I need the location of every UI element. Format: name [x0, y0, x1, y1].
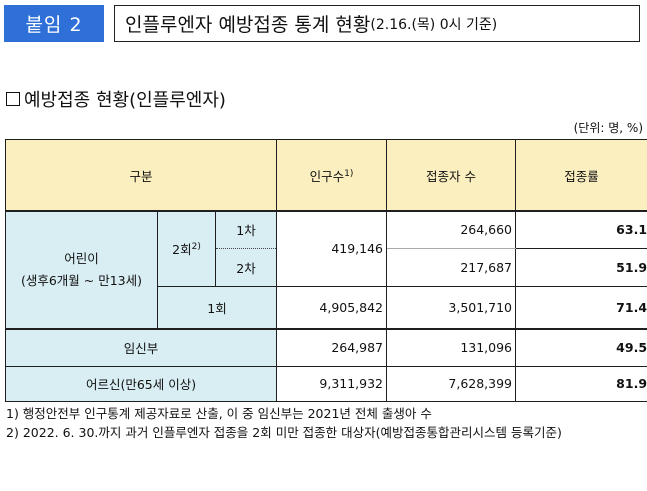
table-row: 어린이 (생후6개월 ~ 만13세) 2회2) 1차 419,146 264,6… [5, 210, 647, 330]
second-vaccinated: 217,687 [386, 247, 517, 287]
table-row: 2차 217,687 51.9 [6, 247, 647, 287]
two-dose-population: 419,146 [276, 210, 388, 287]
table-row: 임신부 264,987 131,096 49.5 [4, 328, 647, 367]
one-dose-rate: 71.4 [515, 285, 647, 330]
children-age-range: (생후6개월 ~ 만13세) [20, 273, 143, 288]
header-vaccinated: 접종자 수 [386, 139, 517, 212]
first-vaccinated: 264,660 [386, 210, 517, 249]
footnote-2-number: 2) [6, 425, 19, 440]
row-label-elderly: 어르신(만65세 이상) [4, 365, 278, 402]
table-header-row: 구분 인구수1) 접종자 수 접종률 [4, 139, 647, 212]
footnotes: 1) 행정안전부 인구통계 제공자료로 산출, 이 중 임신부는 2021년 전… [6, 404, 646, 442]
row-label-one-dose: 1회 [156, 285, 278, 330]
pregnant-vaccinated: 131,096 [386, 328, 517, 367]
row-label-two-dose: 2회2) [157, 210, 216, 287]
pregnant-rate: 49.5 [515, 328, 647, 367]
row-label-pregnant: 임신부 [4, 328, 278, 367]
elderly-vaccinated: 7,628,399 [386, 365, 517, 402]
page-title: 인플루엔자 예방접종 통계 현황 (2.16.(목) 0시 기준) [114, 5, 640, 42]
table-row: 어르신(만65세 이상) 9,311,932 7,628,399 81.9 [4, 365, 647, 402]
title-date: (2.16.(목) 0시 기준) [370, 16, 498, 33]
section-title: 예방접종 현황(인플루엔자) [24, 90, 226, 111]
header-population: 인구수1) [276, 139, 388, 212]
table-row: 1회 4,905,842 3,501,710 71.4 [6, 285, 647, 330]
footnote-2: 2) 2022. 6. 30.까지 과거 인플루엔자 접종을 2회 미만 접종한… [6, 423, 646, 442]
row-label-second: 2차 [214, 247, 278, 287]
footnote-1: 1) 행정안전부 인구통계 제공자료로 산출, 이 중 임신부는 2021년 전… [6, 406, 432, 421]
section-heading: 예방접종 현황(인플루엔자) [6, 86, 226, 112]
pregnant-population: 264,987 [276, 328, 388, 367]
header-category: 구분 [4, 139, 278, 212]
one-dose-vaccinated: 3,501,710 [386, 285, 517, 330]
vaccination-table: 구분 인구수1) 접종자 수 접종률 어린이 (생후6개월 ~ 만13세) 2회… [4, 139, 647, 402]
second-rate: 51.9 [515, 247, 647, 287]
elderly-population: 9,311,932 [276, 365, 388, 402]
elderly-rate: 81.9 [515, 365, 647, 402]
first-rate: 63.1 [515, 210, 647, 249]
footnote-2-marker: 2) [191, 242, 201, 253]
unit-label: (단위: 명, %) [573, 121, 643, 135]
footnote-1-marker: 1) [344, 168, 354, 179]
header-rate: 접종률 [515, 139, 647, 212]
row-label-first: 1차 [214, 210, 278, 249]
square-bullet-icon [6, 92, 20, 106]
one-dose-population: 4,905,842 [276, 285, 388, 330]
section-badge: 붙임 2 [4, 5, 104, 42]
row-label-children: 어린이 (생후6개월 ~ 만13세) [5, 210, 158, 330]
footnote-2-text: 2022. 6. 30.까지 과거 인플루엔자 접종을 2회 미만 접종한 대상… [22, 425, 562, 440]
title-main: 인플루엔자 예방접종 통계 현황 [125, 14, 371, 36]
